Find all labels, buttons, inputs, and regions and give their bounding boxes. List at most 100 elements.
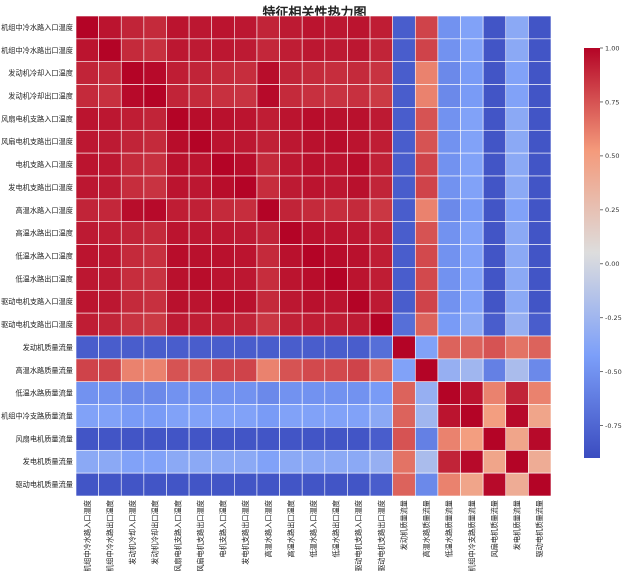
y-tick-label: 驱动电机质量流量 <box>15 480 73 489</box>
heatmap-cell <box>120 289 145 314</box>
heatmap-cell <box>120 198 145 223</box>
heatmap-cell <box>75 61 99 85</box>
heatmap-cell <box>414 61 439 85</box>
heatmap-cell <box>482 15 507 40</box>
heatmap-cell <box>120 335 145 360</box>
heatmap-cell <box>234 312 258 337</box>
heatmap-cell <box>75 427 99 451</box>
x-tick-label: 风扇电机支路出口温度 <box>196 500 205 571</box>
x-tick-label: 驱动电机支路入口温度 <box>354 500 363 571</box>
heatmap-cell <box>301 381 326 405</box>
heatmap-cell <box>234 38 258 63</box>
heatmap-cell <box>482 221 507 245</box>
heatmap-cell <box>528 289 552 314</box>
heatmap-cell <box>437 381 461 405</box>
heatmap-cell <box>347 404 371 428</box>
heatmap-cell <box>324 427 348 451</box>
heatmap-cell <box>482 267 507 291</box>
heatmap-cell <box>188 198 213 223</box>
y-tick-label: 电机支路入口温度 <box>15 160 73 169</box>
heatmap-cell <box>392 198 416 223</box>
heatmap-cell <box>460 15 484 40</box>
heatmap-cell <box>369 221 393 245</box>
heatmap-cell <box>505 335 529 360</box>
heatmap-cell <box>166 38 190 63</box>
heatmap-cell <box>505 107 529 131</box>
heatmap-cell <box>256 335 280 360</box>
heatmap-cell <box>505 472 529 497</box>
heatmap-cell <box>120 358 145 383</box>
heatmap-cell <box>256 198 280 223</box>
heatmap-cell <box>120 404 145 428</box>
heatmap-cell <box>528 129 552 154</box>
heatmap-cell <box>211 472 235 497</box>
heatmap-cell <box>188 404 213 428</box>
heatmap-cell <box>482 358 507 383</box>
heatmap-cell <box>347 312 371 337</box>
heatmap-cell <box>120 175 145 200</box>
x-tick-label: 风扇电机支路入口温度 <box>173 500 182 571</box>
heatmap-cell <box>279 15 303 40</box>
heatmap-cell <box>143 61 167 85</box>
heatmap-cell <box>120 267 145 291</box>
heatmap-cell <box>460 221 484 245</box>
heatmap-cell <box>324 267 348 291</box>
heatmap-cell <box>324 175 348 200</box>
heatmap-cell <box>369 152 393 177</box>
colorbar-tick-label: 0.75 <box>605 98 619 106</box>
heatmap-cell <box>347 221 371 245</box>
y-tick-label: 高温水路出口温度 <box>15 229 73 238</box>
heatmap-cell <box>98 152 122 177</box>
heatmap-cell <box>256 267 280 291</box>
heatmap-cell <box>369 61 393 85</box>
heatmap-cell <box>234 289 258 314</box>
heatmap-cell <box>460 267 484 291</box>
heatmap-cell <box>143 152 167 177</box>
heatmap-cell <box>392 267 416 291</box>
heatmap-cell <box>234 449 258 474</box>
heatmap-cell <box>98 358 122 383</box>
colorbar-tick-label: 0.25 <box>605 206 619 214</box>
heatmap-cell <box>301 152 326 177</box>
heatmap-cell <box>98 472 122 497</box>
x-tick-label: 发动机质量流量 <box>399 500 408 550</box>
heatmap-cell <box>482 312 507 337</box>
heatmap-cell <box>211 152 235 177</box>
heatmap-cell <box>75 84 99 108</box>
heatmap-cell <box>120 15 145 40</box>
heatmap-cell <box>505 381 529 405</box>
heatmap-cell <box>347 198 371 223</box>
heatmap-cell <box>143 449 167 474</box>
heatmap-cell <box>234 267 258 291</box>
heatmap-cell <box>166 221 190 245</box>
heatmap-cell <box>211 175 235 200</box>
heatmap-cell <box>120 152 145 177</box>
heatmap-cell <box>369 381 393 405</box>
heatmap-cell <box>166 358 190 383</box>
heatmap-cell <box>256 84 280 108</box>
heatmap-cell <box>460 61 484 85</box>
heatmap-cell <box>211 15 235 40</box>
heatmap-cell <box>301 267 326 291</box>
heatmap-cell <box>188 472 213 497</box>
heatmap-cell <box>211 107 235 131</box>
heatmap-cell <box>505 129 529 154</box>
heatmap-cell <box>234 358 258 383</box>
heatmap-cell <box>369 129 393 154</box>
heatmap-cell <box>166 267 190 291</box>
heatmap-cell <box>369 472 393 497</box>
heatmap-cell <box>528 267 552 291</box>
heatmap-cell <box>347 84 371 108</box>
heatmap-cell <box>301 107 326 131</box>
y-tick-label: 驱动电机支路出口温度 <box>1 320 73 329</box>
y-tick-label: 高温水路入口温度 <box>15 206 73 215</box>
heatmap-cell <box>301 129 326 154</box>
heatmap-cell <box>211 61 235 85</box>
heatmap-cell <box>392 312 416 337</box>
heatmap-cell <box>166 244 190 268</box>
heatmap-cell <box>188 335 213 360</box>
heatmap-cell <box>256 381 280 405</box>
heatmap-cell <box>166 335 190 360</box>
heatmap-cell <box>256 289 280 314</box>
heatmap-cell <box>460 129 484 154</box>
